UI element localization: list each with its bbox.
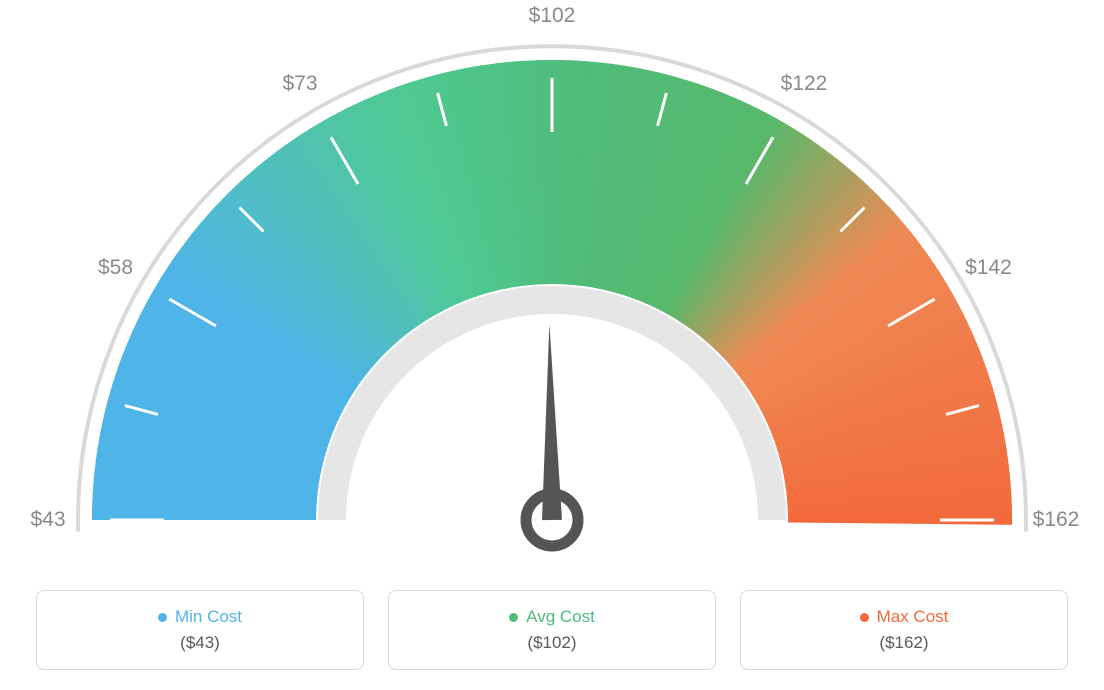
gauge-tick-label: $43 — [30, 508, 65, 532]
max-dot-icon — [860, 613, 869, 622]
avg-cost-head: Avg Cost — [509, 607, 595, 627]
min-dot-icon — [158, 613, 167, 622]
max-cost-card: Max Cost ($162) — [740, 590, 1068, 670]
gauge-tick-label: $102 — [529, 4, 576, 28]
gauge-tick-label: $73 — [282, 72, 317, 96]
max-cost-head: Max Cost — [860, 607, 949, 627]
gauge-svg — [0, 0, 1104, 560]
avg-cost-value: ($102) — [527, 633, 576, 653]
min-cost-label: Min Cost — [175, 607, 242, 627]
gauge-chart-container: $43 $58 $73 $102 $122 $142 $162 Min Cost ($43)… — [0, 0, 1104, 690]
avg-cost-card: Avg Cost ($102) — [388, 590, 716, 670]
legend-cards: Min Cost ($43) Avg Cost ($102) Max Cost … — [36, 590, 1068, 670]
avg-cost-label: Avg Cost — [526, 607, 595, 627]
gauge: $43 $58 $73 $102 $122 $142 $162 — [0, 0, 1104, 560]
min-cost-value: ($43) — [180, 633, 220, 653]
min-cost-card: Min Cost ($43) — [36, 590, 364, 670]
avg-dot-icon — [509, 613, 518, 622]
max-cost-label: Max Cost — [877, 607, 949, 627]
gauge-tick-label: $58 — [98, 256, 133, 280]
min-cost-head: Min Cost — [158, 607, 242, 627]
gauge-tick-label: $142 — [965, 256, 1012, 280]
max-cost-value: ($162) — [879, 633, 928, 653]
gauge-tick-label: $122 — [781, 72, 828, 96]
gauge-tick-label: $162 — [1033, 508, 1080, 532]
